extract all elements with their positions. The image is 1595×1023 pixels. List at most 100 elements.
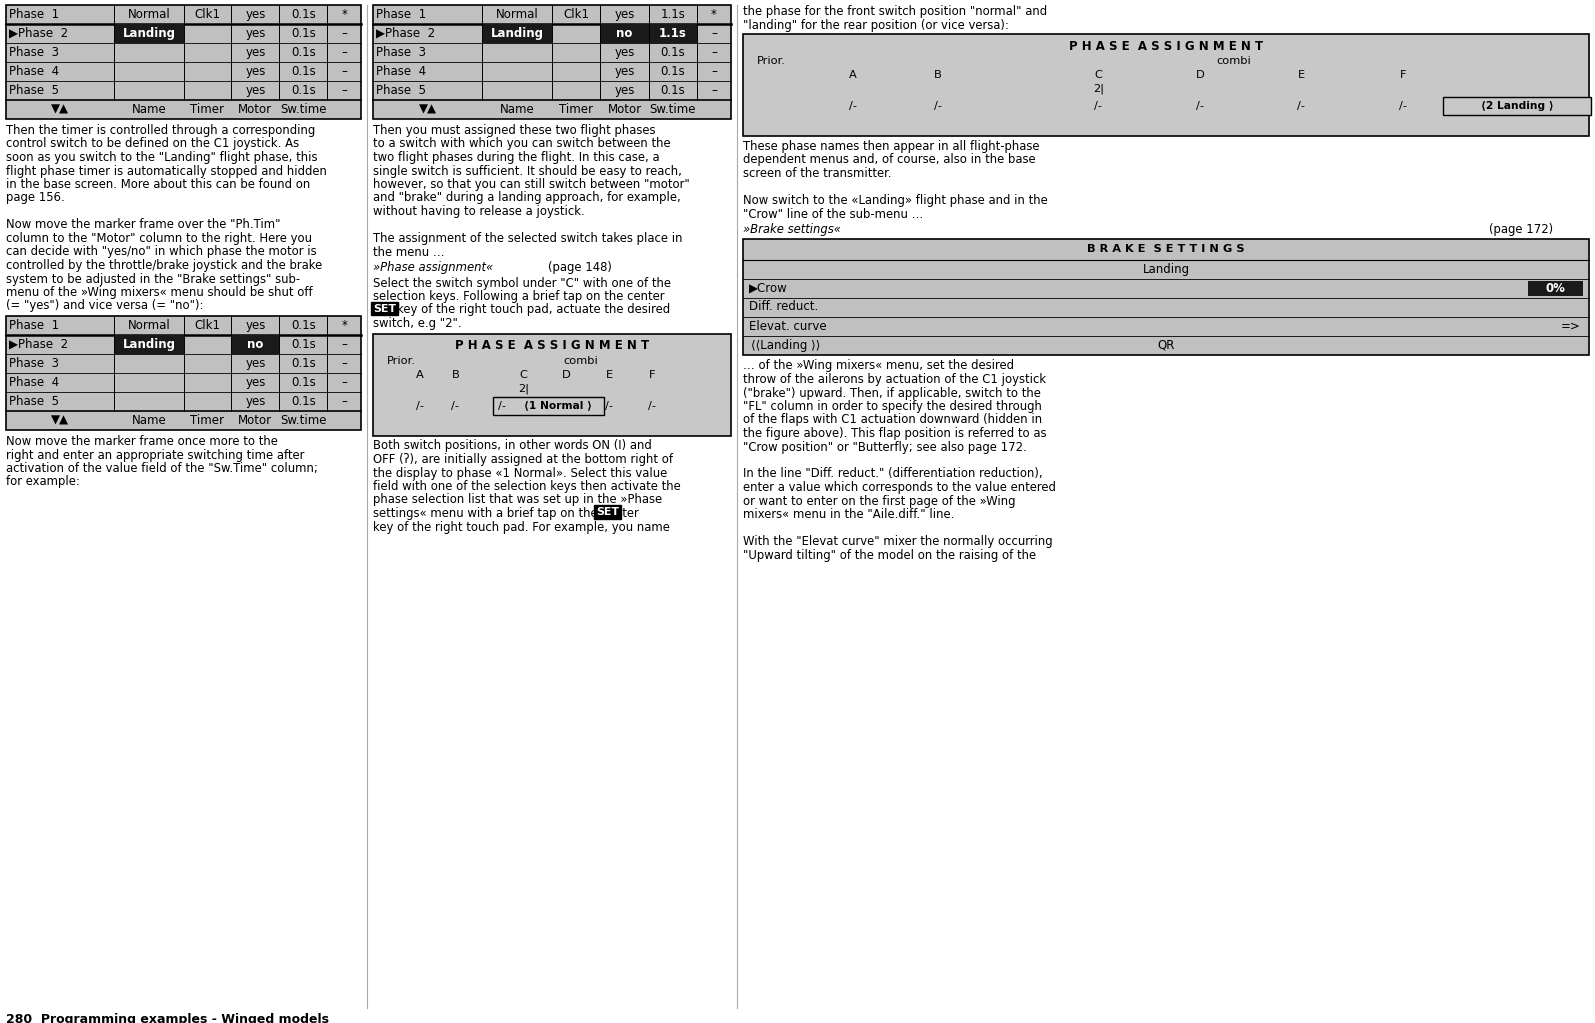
Text: page 156.: page 156.	[6, 191, 65, 205]
Text: enter a value which corresponds to the value entered: enter a value which corresponds to the v…	[743, 481, 1056, 494]
Text: ∕-: ∕-	[451, 400, 459, 410]
Bar	[649, 24, 697, 43]
Text: These phase names then appear in all flight-phase: These phase names then appear in all fli…	[743, 140, 1040, 153]
Text: 0.1s: 0.1s	[290, 357, 316, 370]
Text: ▶Phase  2: ▶Phase 2	[10, 27, 69, 40]
Text: "Crow position" or "Butterfly; see also page 172.: "Crow position" or "Butterfly; see also …	[743, 441, 1027, 453]
Bar	[6, 316, 360, 430]
Text: –: –	[341, 65, 348, 78]
Text: Phase  3: Phase 3	[376, 46, 426, 59]
Text: Sw.time: Sw.time	[281, 414, 327, 427]
Text: flight phase timer is automatically stopped and hidden: flight phase timer is automatically stop…	[6, 165, 327, 178]
Text: "landing" for the rear position (or vice versa):: "landing" for the rear position (or vice…	[743, 18, 1010, 32]
Text: *: *	[341, 8, 348, 21]
Text: F: F	[649, 369, 656, 380]
Text: –: –	[341, 84, 348, 97]
Text: (= "yes") and vice versa (= "no"):: (= "yes") and vice versa (= "no"):	[6, 300, 204, 312]
Text: and "brake" during a landing approach, for example,: and "brake" during a landing approach, f…	[373, 191, 681, 205]
Text: 0.1s: 0.1s	[660, 65, 686, 78]
Text: to a switch with which you can switch between the: to a switch with which you can switch be…	[373, 137, 670, 150]
Text: QR: QR	[1158, 339, 1174, 352]
Text: Now switch to the «Landing» flight phase and in the: Now switch to the «Landing» flight phase…	[743, 194, 1048, 207]
Text: ∕-: ∕-	[416, 400, 424, 410]
Text: the figure above). This flap position is referred to as: the figure above). This flap position is…	[743, 427, 1046, 440]
Text: 1.1s: 1.1s	[659, 27, 687, 40]
Text: *: *	[711, 8, 716, 21]
Text: ∕-: ∕-	[498, 400, 506, 410]
Text: –: –	[341, 376, 348, 389]
Bar	[600, 24, 649, 43]
Text: ▶Crow: ▶Crow	[750, 281, 788, 295]
Text: Diff. reduct.: Diff. reduct.	[750, 301, 818, 313]
Text: no: no	[247, 338, 263, 351]
Text: Phase  3: Phase 3	[10, 357, 59, 370]
Text: 0.1s: 0.1s	[290, 376, 316, 389]
Text: Both switch positions, in other words ON (I) and: Both switch positions, in other words ON…	[373, 440, 652, 452]
Text: Phase  1: Phase 1	[10, 8, 59, 21]
Text: 0.1s: 0.1s	[290, 319, 316, 332]
Text: the phase for the front switch position "normal" and: the phase for the front switch position …	[743, 5, 1048, 18]
Text: A: A	[849, 70, 857, 80]
Text: ▼▲: ▼▲	[51, 414, 69, 427]
Text: –: –	[341, 357, 348, 370]
Text: can decide with "yes/no" in which phase the motor is: can decide with "yes/no" in which phase …	[6, 246, 317, 259]
Text: the display to phase «1 Normal». Select this value: the display to phase «1 Normal». Select …	[373, 466, 667, 480]
Bar	[373, 5, 731, 119]
Text: of the flaps with C1 actuation downward (hidden in: of the flaps with C1 actuation downward …	[743, 413, 1042, 427]
Text: Name: Name	[499, 103, 534, 116]
Text: for example:: for example:	[6, 476, 80, 489]
Text: (page 148): (page 148)	[549, 261, 612, 274]
Text: C: C	[520, 369, 528, 380]
Text: Prior.: Prior.	[388, 356, 416, 365]
Text: Landing: Landing	[1142, 263, 1190, 275]
Bar	[743, 238, 1589, 355]
Text: E: E	[606, 369, 612, 380]
Text: in the base screen. More about this can be found on: in the base screen. More about this can …	[6, 178, 311, 191]
Text: … of the »Wing mixers« menu, set the desired: … of the »Wing mixers« menu, set the des…	[743, 359, 1014, 372]
Text: screen of the transmitter.: screen of the transmitter.	[743, 167, 892, 180]
Text: –: –	[341, 338, 348, 351]
Text: D: D	[561, 369, 571, 380]
Text: SET: SET	[597, 507, 619, 517]
Text: –: –	[341, 27, 348, 40]
Text: 0.1s: 0.1s	[290, 46, 316, 59]
Text: field with one of the selection keys then activate the: field with one of the selection keys the…	[373, 480, 681, 493]
Text: ⟨2 Landing ⟩: ⟨2 Landing ⟩	[1480, 101, 1554, 112]
Text: yes: yes	[246, 357, 266, 370]
Bar	[231, 335, 279, 354]
Text: ⟨1 Normal ⟩: ⟨1 Normal ⟩	[525, 400, 592, 410]
Bar	[115, 24, 183, 43]
Text: In the line "Diff. reduct." (differentiation reduction),: In the line "Diff. reduct." (differentia…	[743, 468, 1043, 481]
Text: yes: yes	[614, 46, 635, 59]
Text: P H A S E  A S S I G N M E N T: P H A S E A S S I G N M E N T	[455, 339, 649, 352]
Text: yes: yes	[246, 65, 266, 78]
Bar	[482, 24, 552, 43]
Text: C: C	[1094, 70, 1102, 80]
Text: the menu …: the menu …	[373, 246, 445, 259]
Text: ⟨⟨Landing ⟩⟩: ⟨⟨Landing ⟩⟩	[751, 339, 820, 352]
Text: Then you must assigned these two flight phases: Then you must assigned these two flight …	[373, 124, 656, 137]
Text: Select the switch symbol under "C" with one of the: Select the switch symbol under "C" with …	[373, 276, 671, 290]
Text: Now move the marker frame over the "Ph.Tim": Now move the marker frame over the "Ph.T…	[6, 219, 281, 231]
Text: "Crow" line of the sub-menu …: "Crow" line of the sub-menu …	[743, 208, 924, 221]
Text: ▶Phase  2: ▶Phase 2	[376, 27, 435, 40]
Text: yes: yes	[246, 395, 266, 408]
Text: –: –	[711, 65, 716, 78]
Text: D: D	[1196, 70, 1204, 80]
Text: right and enter an appropriate switching time after: right and enter an appropriate switching…	[6, 448, 305, 461]
Text: »Brake settings«: »Brake settings«	[743, 223, 841, 236]
Text: without having to release a joystick.: without having to release a joystick.	[373, 205, 585, 218]
Text: menu of the »Wing mixers« menu should be shut off: menu of the »Wing mixers« menu should be…	[6, 286, 313, 299]
Text: two flight phases during the flight. In this case, a: two flight phases during the flight. In …	[373, 151, 660, 164]
Bar	[373, 333, 731, 436]
Text: Normal: Normal	[128, 319, 171, 332]
Text: Normal: Normal	[496, 8, 539, 21]
Text: 0.1s: 0.1s	[290, 338, 316, 351]
Text: Sw.time: Sw.time	[281, 103, 327, 116]
Text: ∕-: ∕-	[648, 400, 656, 410]
Text: E: E	[1298, 70, 1305, 80]
Text: yes: yes	[614, 84, 635, 97]
Text: Then the timer is controlled through a corresponding: Then the timer is controlled through a c…	[6, 124, 316, 137]
Text: ∕-: ∕-	[1196, 101, 1204, 112]
Text: 2|: 2|	[518, 384, 530, 394]
